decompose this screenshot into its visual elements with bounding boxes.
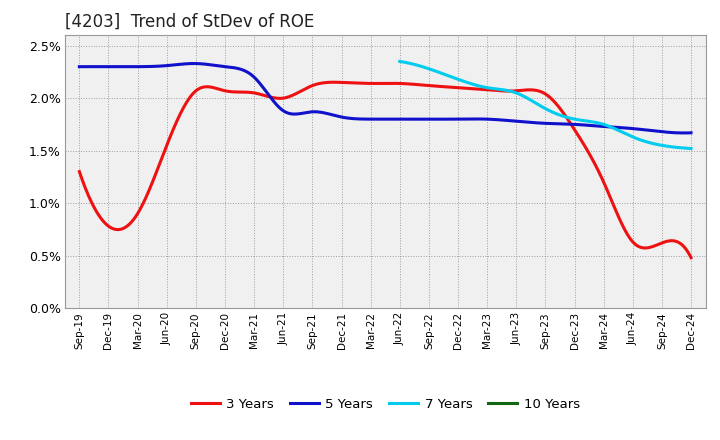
3 Years bbox=[536, 89, 545, 94]
5 Years bbox=[353, 116, 361, 121]
5 Years bbox=[485, 117, 493, 122]
5 Years bbox=[687, 130, 696, 136]
7 Years bbox=[615, 128, 624, 133]
3 Years bbox=[353, 81, 361, 86]
Line: 3 Years: 3 Years bbox=[79, 82, 691, 258]
5 Years bbox=[189, 61, 198, 66]
Text: [4203]  Trend of StDev of ROE: [4203] Trend of StDev of ROE bbox=[65, 13, 314, 31]
Legend: 3 Years, 5 Years, 7 Years, 10 Years: 3 Years, 5 Years, 7 Years, 10 Years bbox=[185, 392, 585, 416]
7 Years bbox=[527, 98, 536, 103]
Line: 7 Years: 7 Years bbox=[400, 62, 691, 149]
7 Years bbox=[687, 146, 696, 151]
5 Years bbox=[536, 121, 545, 126]
Line: 5 Years: 5 Years bbox=[79, 63, 691, 133]
5 Years bbox=[75, 64, 84, 70]
3 Years bbox=[687, 255, 696, 260]
7 Years bbox=[567, 116, 576, 121]
5 Years bbox=[436, 117, 445, 122]
3 Years bbox=[233, 89, 241, 95]
7 Years bbox=[395, 59, 404, 64]
3 Years bbox=[184, 98, 192, 103]
7 Years bbox=[470, 82, 479, 88]
3 Years bbox=[436, 84, 445, 89]
3 Years bbox=[75, 169, 84, 174]
5 Years bbox=[184, 61, 192, 66]
5 Years bbox=[680, 130, 688, 136]
5 Years bbox=[233, 66, 242, 71]
7 Years bbox=[447, 74, 456, 80]
3 Years bbox=[329, 80, 338, 85]
3 Years bbox=[485, 87, 493, 92]
7 Years bbox=[590, 120, 598, 125]
